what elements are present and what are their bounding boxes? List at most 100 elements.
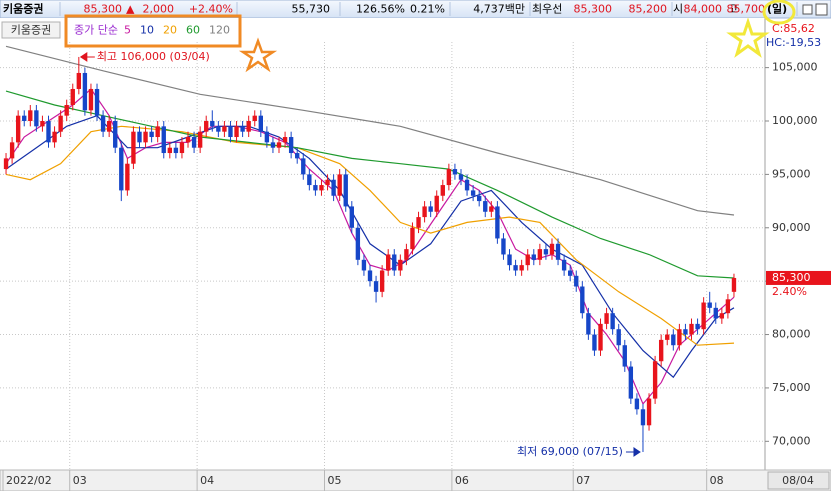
candle-body <box>355 227 361 260</box>
candle-body <box>458 174 464 180</box>
candle-body <box>725 299 731 314</box>
candle-body <box>713 307 718 319</box>
header-field: 84,000 <box>684 3 723 16</box>
candle-body <box>513 265 518 271</box>
candle-body <box>616 329 621 346</box>
candle-body <box>428 206 433 212</box>
legend-entry[interactable]: 5 <box>124 24 131 37</box>
legend-entry[interactable]: 60 <box>186 24 200 37</box>
candle-body <box>15 115 21 143</box>
candle-body <box>295 153 300 159</box>
candle-body <box>40 121 45 127</box>
candle-body <box>264 131 270 143</box>
candle-body <box>586 313 591 335</box>
overlay <box>64 0 796 73</box>
legend-entry[interactable]: 10 <box>140 24 154 37</box>
candle-body <box>270 142 276 148</box>
candle-body <box>477 195 482 202</box>
candle-body <box>367 270 373 282</box>
x-axis-bar <box>0 469 831 491</box>
moving-average-line <box>5 90 735 279</box>
legend-entry[interactable]: 20 <box>163 24 177 37</box>
header-items: 키움증권 85,300 ▲ 2,000 +2.40% 55,730 126.56% 0.21%… <box>3 2 798 16</box>
y-tick-label: 70,000 <box>772 434 811 447</box>
candle-body <box>113 121 118 148</box>
x-tick-label: 08 <box>710 474 724 487</box>
candle-body <box>719 313 725 319</box>
candle-body <box>398 259 403 271</box>
candle-body <box>495 206 500 239</box>
x-tick-label: 03 <box>73 474 87 487</box>
candle-body <box>155 126 160 138</box>
candle-body <box>258 115 263 132</box>
candle-body <box>373 281 379 292</box>
candle-body <box>70 88 75 105</box>
orange-star <box>238 37 278 73</box>
candle-body <box>483 201 488 212</box>
indicator-label: HC:-19,53 <box>766 36 821 49</box>
header-field: 0.21% <box>410 3 445 16</box>
extreme-annotation: 최고 106,000 (03/04) <box>79 50 210 63</box>
annotation-arrow <box>625 447 641 457</box>
candle-body <box>658 339 664 362</box>
stock-name: 키움증권 <box>11 24 51 37</box>
maximize-button[interactable] <box>815 3 828 16</box>
candle-body <box>731 277 737 292</box>
candle-body <box>677 329 682 346</box>
candle-body <box>574 275 579 287</box>
candle-body <box>100 115 106 132</box>
candle-body <box>137 131 142 143</box>
moving-average-line <box>5 45 735 216</box>
y-tick-label: 75,000 <box>772 381 811 394</box>
candle-body <box>173 147 179 154</box>
candle-body <box>179 142 185 154</box>
candle-body <box>549 243 555 255</box>
header-field: 2,000 <box>143 3 175 16</box>
candle-body <box>149 131 154 138</box>
candle-body <box>143 131 148 143</box>
y-tick-label: 100,000 <box>772 114 818 127</box>
candle-body <box>404 249 409 260</box>
candle-body <box>9 142 15 159</box>
moving-average-line <box>5 125 735 346</box>
candle-body <box>197 131 203 148</box>
restore-button[interactable] <box>802 4 813 15</box>
stock-button[interactable] <box>1 21 61 39</box>
candle-body <box>288 137 294 154</box>
candle-body <box>58 115 63 132</box>
annotation-label: 최고 106,000 (03/04) <box>97 50 210 63</box>
x-tick-label: 05 <box>328 474 342 487</box>
candle-body <box>161 126 166 154</box>
candle-body <box>470 190 476 196</box>
header-field: 85,300 <box>574 3 613 16</box>
legend-entry[interactable]: 120 <box>209 24 230 37</box>
header-field: 4,737백만 <box>473 3 525 16</box>
annotation-label: 최저 69,000 (07/15) <box>517 445 623 458</box>
y-tick-label: 95,000 <box>772 167 811 180</box>
header-field: 55,730 <box>292 3 331 16</box>
candle-body <box>440 185 445 196</box>
highlight-box <box>64 14 242 48</box>
x-tick-label: 06 <box>455 474 469 487</box>
x-tick-label: 07 <box>576 474 590 487</box>
candle-body <box>610 313 615 330</box>
candle-body <box>210 121 215 127</box>
candle-body <box>507 254 512 266</box>
candle-body <box>434 195 439 212</box>
candle-body <box>185 137 191 143</box>
candle-body <box>216 126 221 132</box>
candle-body <box>282 137 288 143</box>
candle-body <box>671 334 676 346</box>
candle-body <box>343 174 348 207</box>
x-tick-label: 04 <box>200 474 214 487</box>
candle-body <box>392 254 397 271</box>
candle-body <box>555 243 561 260</box>
candle-body <box>543 249 549 255</box>
candle-body <box>222 126 227 132</box>
candle-body <box>386 254 391 271</box>
candle-body <box>167 147 173 154</box>
candle-body <box>598 323 603 351</box>
candle-body <box>422 206 427 218</box>
last-date-box <box>767 471 830 490</box>
